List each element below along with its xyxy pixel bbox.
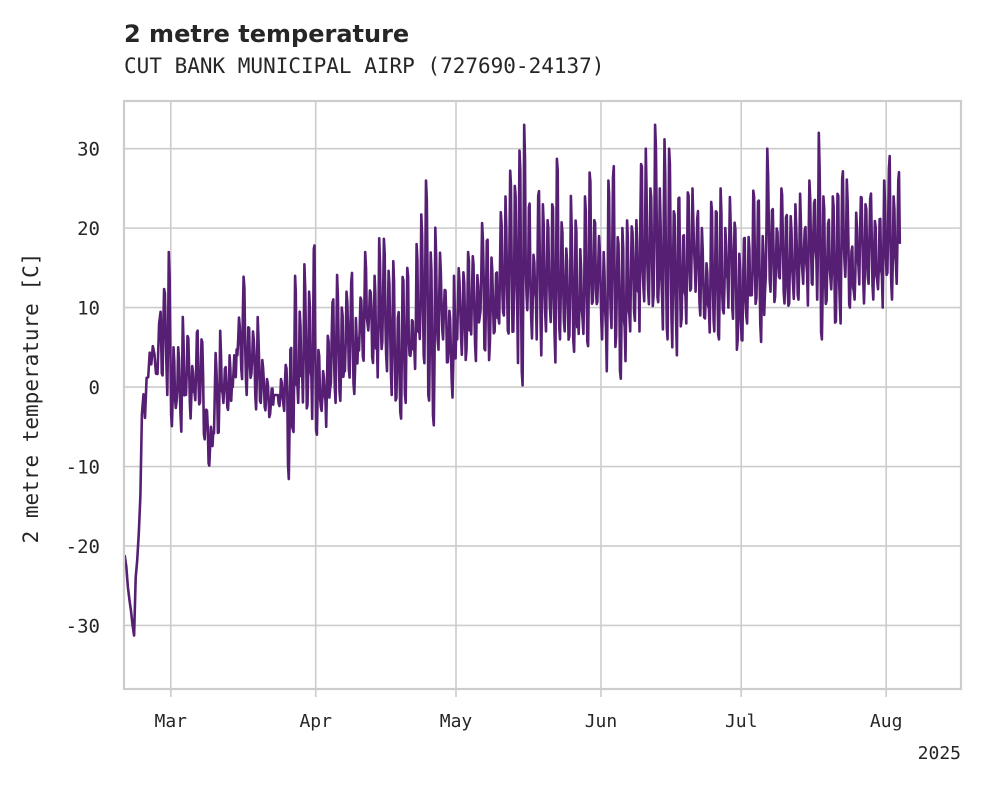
y-tick-label: -20 [66, 536, 100, 558]
plot-frame [122, 99, 963, 691]
x-axis: Mar Apr May Jun Jul Aug [155, 689, 903, 732]
chart-title: 2 metre temperature [124, 20, 409, 48]
y-axis-label: 2 metre temperature [C] [19, 253, 43, 544]
plot-area [123, 123, 902, 637]
y-tick-label: 10 [77, 298, 100, 320]
x-tick-label: Jul [725, 711, 758, 732]
x-tick-label: Mar [155, 711, 188, 732]
x-tick-label: Apr [299, 711, 332, 732]
y-tick-label: 20 [77, 218, 100, 240]
y-axis: -30 -20 -10 0 10 20 30 [66, 139, 100, 638]
temperature-series-line [123, 123, 902, 637]
y-tick-label: -30 [66, 615, 100, 637]
y-tick-label: 0 [89, 377, 100, 399]
x-tick-label: Aug [870, 711, 903, 732]
x-tick-label: Jun [585, 711, 618, 732]
y-tick-label: 30 [77, 139, 100, 161]
chart-subtitle: CUT BANK MUNICIPAL AIRP (727690-24137) [124, 54, 604, 78]
x-tick-label: May [440, 711, 473, 732]
grid [124, 101, 961, 689]
y-tick-label: -10 [66, 457, 100, 479]
x-axis-year-label: 2025 [918, 743, 961, 764]
